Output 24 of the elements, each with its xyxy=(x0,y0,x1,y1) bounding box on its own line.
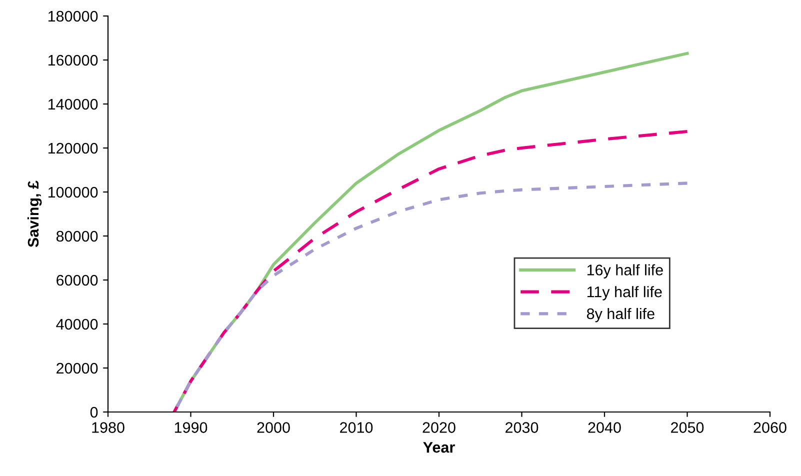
x-tick-label: 2000 xyxy=(257,422,290,433)
y-tick-label: 40000 xyxy=(56,318,98,330)
legend-label: 11y half life xyxy=(587,286,662,300)
y-tick-label: 0 xyxy=(90,406,98,418)
x-tick-label: 2020 xyxy=(422,422,456,433)
x-tick-label: 1980 xyxy=(92,422,124,433)
x-tick-label: 2050 xyxy=(671,422,704,433)
y-tick-label: 180000 xyxy=(48,10,98,22)
x-tick-label: 2010 xyxy=(340,422,373,433)
y-tick-label: 160000 xyxy=(48,54,98,66)
x-tick-label: 2060 xyxy=(754,422,786,433)
y-tick-label: 20000 xyxy=(56,362,98,374)
x-axis-title: Year xyxy=(423,442,455,453)
y-tick-label: 60000 xyxy=(56,274,98,286)
y-tick-label: 140000 xyxy=(48,98,98,110)
legend-label: 8y half life xyxy=(586,308,654,322)
y-tick-label: 100000 xyxy=(48,186,98,198)
y-tick-label: 120000 xyxy=(48,142,98,154)
y-axis-title: Saving, £ xyxy=(27,180,42,248)
x-tick-label: 2040 xyxy=(588,422,621,433)
x-tick-label: 1990 xyxy=(174,422,208,433)
legend-label: 16y half life xyxy=(587,264,663,278)
y-tick-label: 80000 xyxy=(56,230,98,242)
x-tick-label: 2030 xyxy=(506,422,538,433)
